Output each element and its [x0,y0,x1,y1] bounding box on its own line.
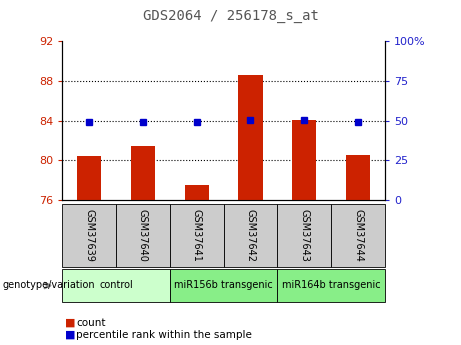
Text: GDS2064 / 256178_s_at: GDS2064 / 256178_s_at [142,9,319,23]
Text: GSM37643: GSM37643 [299,209,309,262]
Text: miR156b transgenic: miR156b transgenic [174,280,273,290]
Text: GSM37639: GSM37639 [84,209,94,262]
Bar [238,75,263,200]
Text: GSM37642: GSM37642 [245,209,255,262]
Text: ■: ■ [65,330,75,339]
Text: count: count [76,318,106,327]
Bar [292,120,316,200]
Text: control: control [99,280,133,290]
Text: GSM37644: GSM37644 [353,209,363,262]
Text: ■: ■ [65,318,75,327]
Text: GSM37640: GSM37640 [138,209,148,262]
Bar [77,156,101,200]
Bar [131,146,155,200]
Bar [184,185,209,200]
Text: genotype/variation: genotype/variation [2,280,95,290]
Text: percentile rank within the sample: percentile rank within the sample [76,330,252,339]
Text: miR164b transgenic: miR164b transgenic [282,280,380,290]
Text: GSM37641: GSM37641 [192,209,202,262]
Bar [346,156,370,200]
